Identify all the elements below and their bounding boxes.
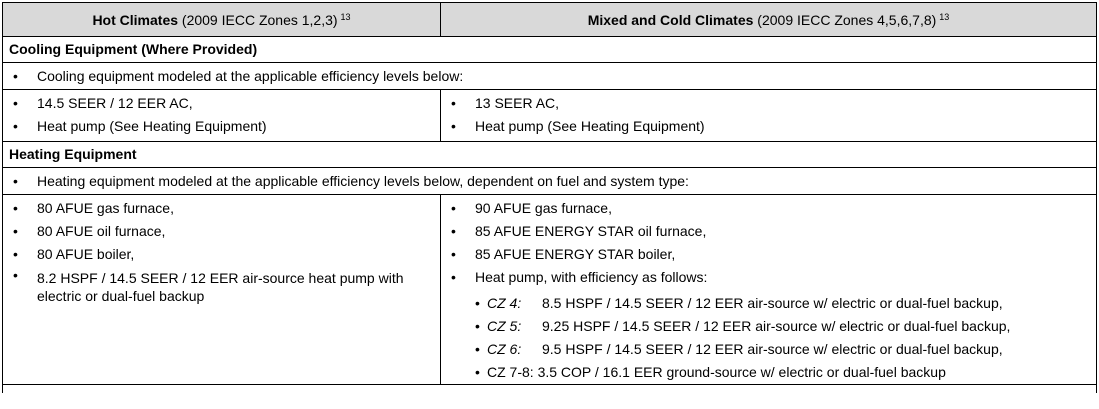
trailing-row [2, 384, 1097, 393]
list-item: 90 AFUE gas furnace, [447, 197, 1090, 220]
list-item: CZ 6: 9.5 HSPF / 14.5 SEER / 12 EER air-s… [465, 338, 1096, 361]
cooling-section-title: Cooling Equipment (Where Provided) [2, 36, 1097, 63]
list-item: 13 SEER AC, [447, 92, 1090, 115]
header-hot-climates: Hot Climates (2009 IECC Zones 1,2,3) 13 [2, 2, 441, 37]
zone-text: 8.5 HSPF / 14.5 SEER / 12 EER air-source… [542, 295, 1003, 311]
heating-section-row: Heating Equipment [2, 141, 1097, 168]
cooling-intro: Cooling equipment modeled at the applica… [9, 67, 1090, 85]
header-cold-title: Mixed and Cold Climates [587, 11, 754, 28]
heating-intro-row: Heating equipment modeled at the applica… [2, 167, 1097, 195]
header-cold-zones: (2009 IECC Zones 4,5,6,7,8) [753, 11, 937, 28]
zone-text: 3.5 COP / 16.1 EER ground-source w/ elec… [537, 364, 946, 380]
list-item: CZ 4: 8.5 HSPF / 14.5 SEER / 12 EER air-s… [465, 292, 1096, 315]
cooling-section-row: Cooling Equipment (Where Provided) [2, 36, 1097, 63]
heat-pump-zone-list: CZ 4: 8.5 HSPF / 14.5 SEER / 12 EER air-s… [441, 292, 1096, 384]
heating-cold-cell: 90 AFUE gas furnace, 85 AFUE ENERGY STAR… [440, 194, 1097, 385]
heating-section-title: Heating Equipment [2, 141, 1097, 168]
cooling-items-row: 14.5 SEER / 12 EER AC, Heat pump (See He… [2, 89, 1097, 142]
header-cold-footnote: 13 [939, 11, 950, 22]
header-hot-title: Hot Climates [92, 11, 179, 28]
heating-intro: Heating equipment modeled at the applica… [9, 172, 1090, 190]
zone-label: CZ 7-8: [487, 364, 534, 380]
list-item: 85 AFUE ENERGY STAR boiler, [447, 243, 1090, 266]
zone-label: CZ 5: [487, 318, 522, 334]
header-row: Hot Climates (2009 IECC Zones 1,2,3) 13 M… [2, 2, 1097, 37]
cooling-hot-cell: 14.5 SEER / 12 EER AC, Heat pump (See He… [2, 89, 441, 142]
list-item: 14.5 SEER / 12 EER AC, [9, 92, 434, 115]
list-item: CZ 5: 9.25 HSPF / 14.5 SEER / 12 EER air-… [465, 315, 1096, 338]
heating-hot-cell: 80 AFUE gas furnace, 80 AFUE oil furnace… [2, 194, 441, 385]
heating-items-row: 80 AFUE gas furnace, 80 AFUE oil furnace… [2, 194, 1097, 385]
list-item: 85 AFUE ENERGY STAR oil furnace, [447, 220, 1090, 243]
zone-text: 9.5 HSPF / 14.5 SEER / 12 EER air-source… [542, 341, 1003, 357]
header-cold-climates: Mixed and Cold Climates (2009 IECC Zones… [440, 2, 1097, 37]
list-item: Heat pump (See Heating Equipment) [447, 115, 1090, 138]
zone-label: CZ 4: [487, 295, 522, 311]
list-item: Heat pump, with efficiency as follows: [447, 266, 1090, 289]
efficiency-table: Hot Climates (2009 IECC Zones 1,2,3) 13 M… [2, 2, 1097, 393]
cooling-cold-cell: 13 SEER AC, Heat pump (See Heating Equip… [440, 89, 1097, 142]
list-item: 80 AFUE gas furnace, [9, 197, 434, 220]
list-item: 80 AFUE oil furnace, [9, 220, 434, 243]
header-hot-zones: (2009 IECC Zones 1,2,3) [178, 11, 338, 28]
zone-text: 9.25 HSPF / 14.5 SEER / 12 EER air-sourc… [542, 318, 1011, 334]
list-item: 8.2 HSPF / 14.5 SEER / 12 EER air-source… [9, 266, 434, 305]
header-hot-footnote: 13 [340, 11, 351, 22]
list-item: Heat pump (See Heating Equipment) [9, 115, 434, 138]
zone-label: CZ 6: [487, 341, 522, 357]
list-item: CZ 7-8: 3.5 COP / 16.1 EER ground-source… [465, 361, 1096, 384]
list-item: 80 AFUE boiler, [9, 243, 434, 266]
cooling-intro-row: Cooling equipment modeled at the applica… [2, 62, 1097, 90]
